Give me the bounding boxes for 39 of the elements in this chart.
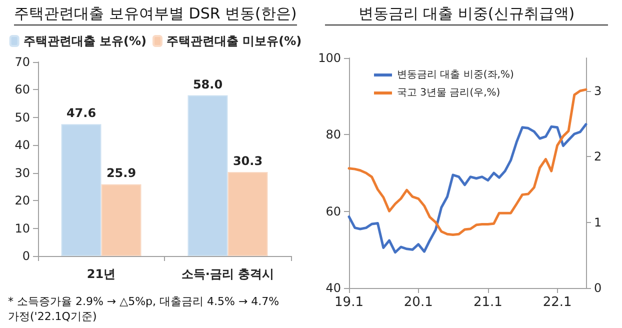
data-label: 47.6 — [66, 106, 96, 120]
x-tick-label: 22.1 — [542, 295, 572, 310]
y-tick-label: 60 — [14, 82, 30, 97]
legend-label: 주택관련대출 보유(%) — [23, 34, 146, 48]
y-tick-label: 20 — [14, 194, 30, 208]
chart-title: 주택관련대출 보유여부별 DSR 변동(한은) — [14, 4, 297, 22]
y2-tick-label: 1 — [594, 215, 602, 230]
y-tick-label: 50 — [14, 110, 30, 124]
bar — [228, 172, 268, 256]
legend-label: 국고 3년물 금리(우,%) — [397, 88, 500, 98]
text: * 소득증가율 2.9% → △5%p, 대출금리 4.5% → 4.7% 가정('22.1Q기준) — [8, 295, 283, 323]
y2-tick-label: 2 — [594, 150, 602, 164]
y-tick-label: 80 — [326, 128, 341, 142]
y-tick-label: 40 — [326, 281, 341, 295]
y-tick-label: 60 — [326, 204, 341, 218]
data-label: 30.3 — [232, 154, 263, 168]
line-series — [348, 123, 588, 254]
y-tick-label: 40 — [14, 138, 30, 152]
y-tick-label: 100 — [318, 51, 341, 65]
legend-label: 변동금리 대출 비중(좌,%) — [397, 70, 514, 80]
y2-tick-label: 0 — [594, 281, 602, 295]
bar — [188, 95, 228, 256]
y-tick-label: 30 — [14, 166, 30, 180]
x-tick-label: 21.1 — [473, 295, 502, 310]
chart-title: 변동금리 대출 비중(신규취급액) — [358, 4, 575, 22]
y2-tick-label: 3 — [594, 84, 602, 98]
data-label: 25.9 — [106, 166, 136, 180]
x-tick-label: 21년 — [86, 267, 116, 281]
bar — [61, 124, 102, 256]
bar — [101, 184, 142, 256]
y-tick-label: 70 — [14, 55, 30, 69]
x-tick-label: 20.1 — [404, 295, 433, 310]
x-tick-label: 소득·금리 충격시 — [181, 267, 274, 281]
data-label: 58.0 — [192, 77, 223, 92]
y-tick-label: 0 — [22, 249, 30, 263]
line-series — [348, 88, 588, 236]
x-tick-label: 19.1 — [334, 295, 364, 310]
legend-label: 주택관련대출 미보유(%) — [166, 34, 302, 48]
y-tick-label: 10 — [14, 221, 30, 236]
